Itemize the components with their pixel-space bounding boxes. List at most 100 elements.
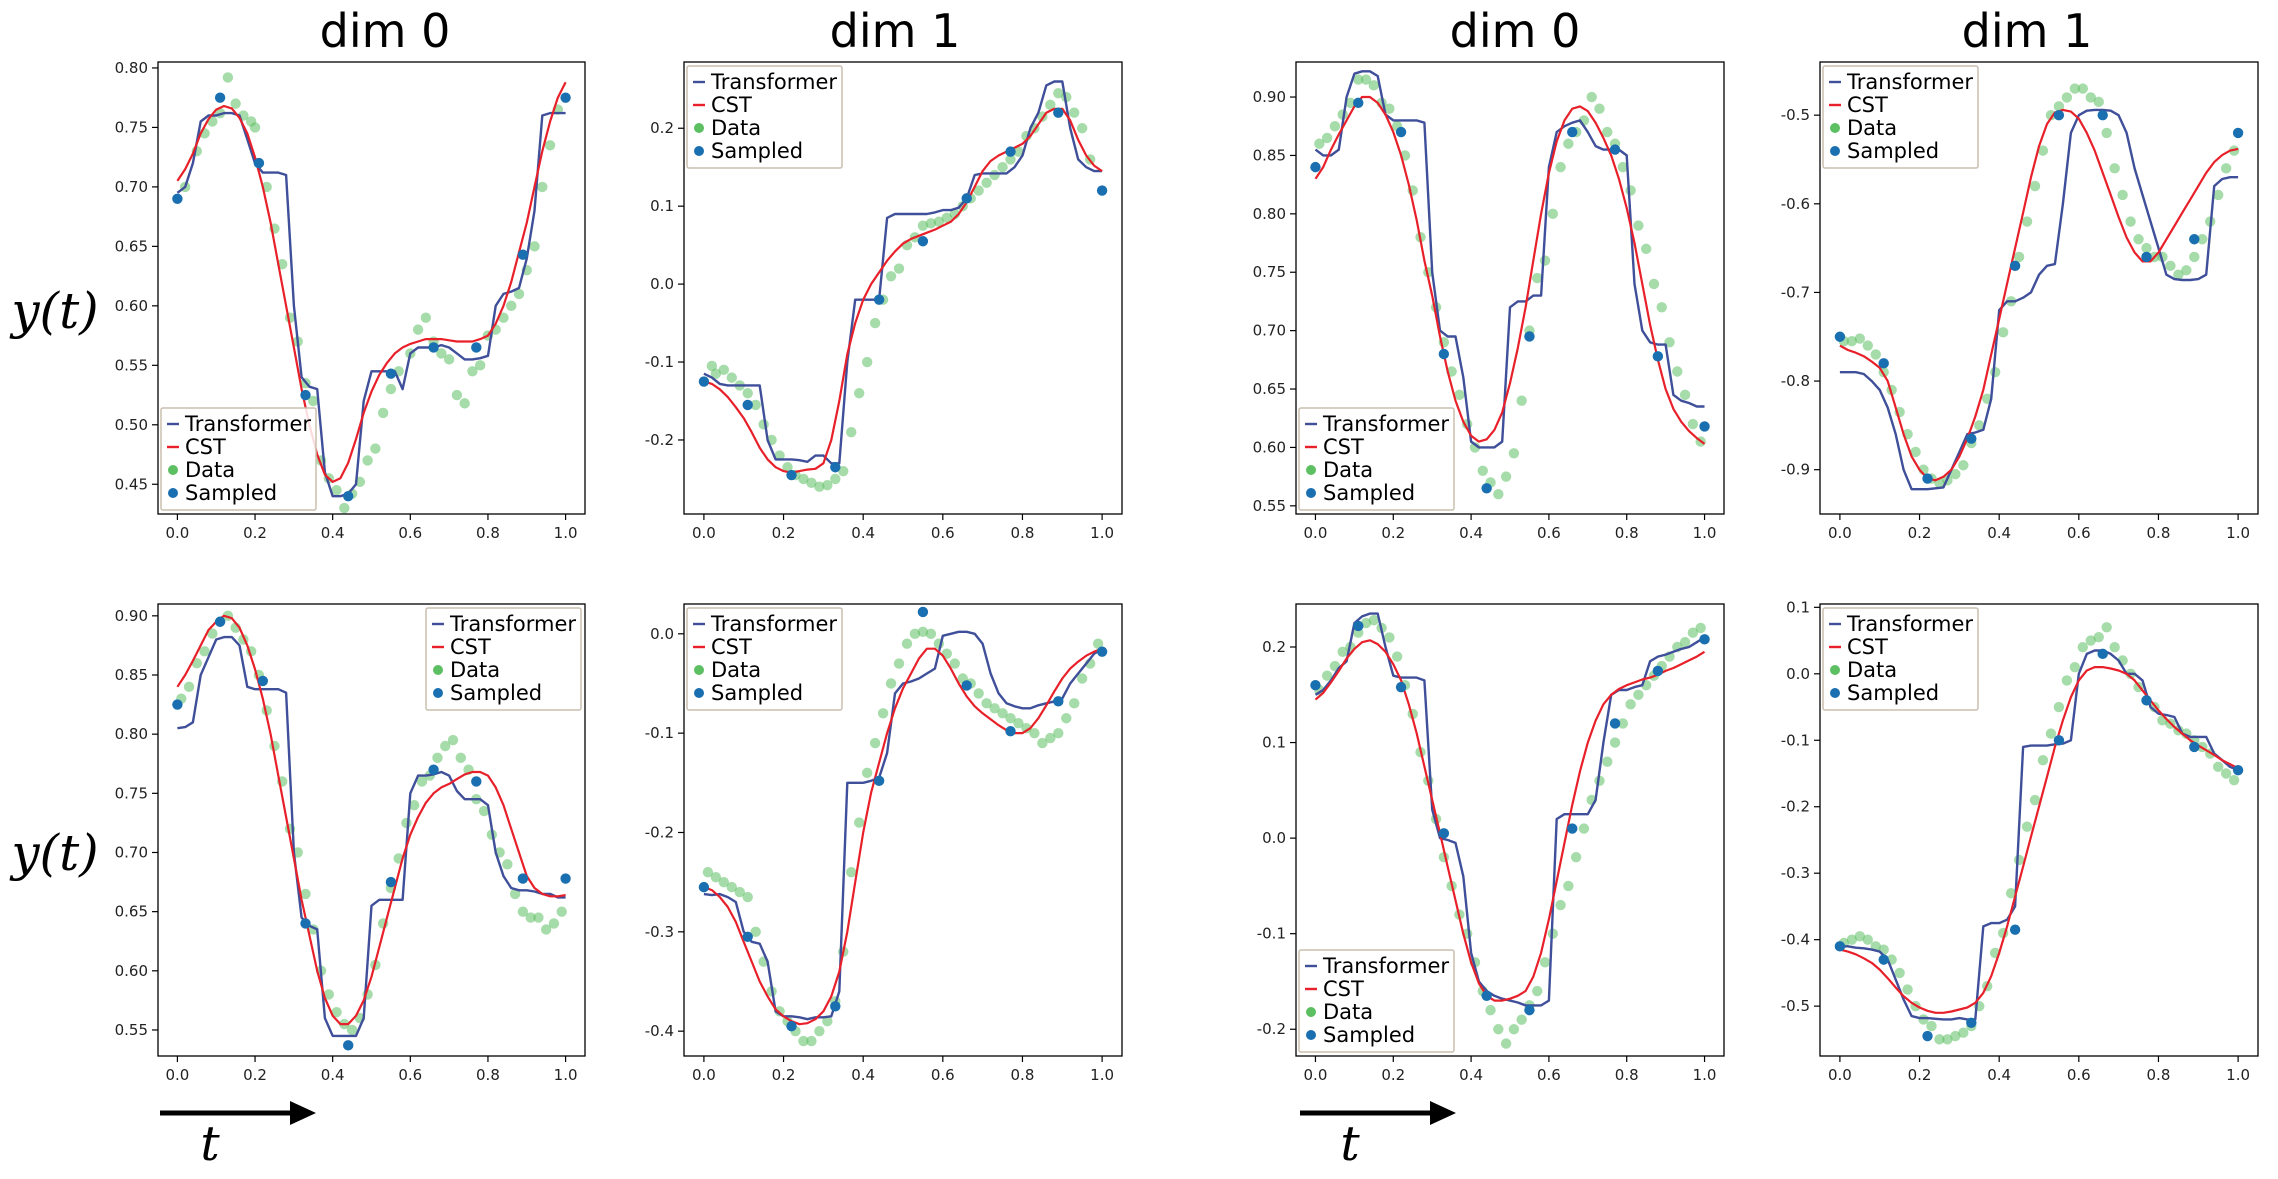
sampled-point (2141, 695, 2152, 706)
data-point (1578, 823, 1590, 834)
data-point (1958, 1027, 1969, 1038)
x-tick-label: 0.4 (851, 1066, 875, 1084)
y-tick-label: 0.55 (115, 1021, 148, 1039)
x-tick-label: 0.6 (931, 524, 955, 542)
data-point (1345, 97, 1356, 109)
data-point (370, 443, 381, 454)
column-title-dim0-right: dim 0 (1450, 4, 1581, 58)
data-point (989, 703, 1000, 714)
legend-box (1298, 949, 1455, 1053)
data-point (861, 767, 873, 779)
sampled-point (698, 881, 710, 893)
data-point (901, 638, 913, 649)
x-tick-label: 0.2 (1908, 524, 1932, 542)
legend-label: CST (1847, 635, 1888, 659)
sampled-point (2097, 109, 2108, 121)
data-point (750, 926, 761, 938)
data-point (869, 737, 881, 749)
x-tick-label: 0.4 (1987, 524, 2011, 542)
data-point (806, 477, 817, 489)
data-point (1069, 107, 1080, 118)
data-point (798, 473, 809, 485)
data-point (2125, 216, 2136, 227)
data-point (443, 354, 455, 365)
plot-area (1834, 83, 2244, 491)
x-tick-label: 0.4 (1987, 1066, 2011, 1084)
data-point (885, 678, 897, 689)
legend-label: Data (450, 658, 500, 682)
data-point (199, 646, 210, 657)
transformer-line (1839, 108, 2239, 491)
data-point (1454, 389, 1465, 401)
x-tick-label: 0.0 (692, 524, 716, 542)
y-tick-label: 0.80 (115, 59, 148, 77)
x-tick-label: 0.4 (851, 524, 875, 542)
sampled-point (873, 775, 885, 787)
data-point (941, 212, 952, 224)
data-point (362, 455, 373, 466)
data-point (1609, 737, 1621, 748)
data-point (1516, 395, 1527, 406)
legend-label: Data (1847, 116, 1897, 140)
legend-label: Data (1323, 1000, 1373, 1024)
data-point (230, 98, 241, 109)
sampled-point (1005, 725, 1016, 737)
sampled-point (1699, 421, 1710, 432)
data-point (1337, 646, 1348, 657)
data-point (814, 1025, 825, 1037)
sampled-point (385, 368, 397, 379)
x-tick-label: 0.4 (321, 1066, 345, 1084)
data-point (2173, 269, 2184, 280)
data-point (2053, 701, 2065, 713)
legend-sampled-swatch (168, 488, 178, 498)
data-point (1547, 208, 1559, 220)
sampled-point (786, 469, 797, 481)
axes-frame (157, 61, 586, 515)
x-tick-label: 0.2 (1908, 1066, 1932, 1084)
sampled-point (1652, 665, 1664, 677)
column-title-dim1-right: dim 1 (1962, 4, 2093, 58)
y-tick-label: 0.55 (1253, 497, 1286, 515)
data-point (838, 465, 849, 477)
x-tick-label: 0.2 (243, 524, 267, 542)
data-point (455, 752, 466, 764)
sampled-point (742, 931, 753, 942)
x-tick-label: 0.4 (321, 524, 345, 542)
data-point (540, 924, 552, 935)
y-tick-label: -0.9 (1781, 461, 1810, 479)
sampled-point (1310, 680, 1321, 691)
transformer-line (1839, 649, 2239, 1021)
x-tick-label: 1.0 (554, 1066, 578, 1084)
data-point (2085, 92, 2096, 103)
sampled-point (1096, 646, 1108, 657)
data-point (710, 871, 722, 883)
data-point (742, 891, 753, 903)
legend-label: Transformer (449, 612, 576, 636)
x-tick-label: 0.0 (165, 524, 189, 542)
column-title-dim0-left: dim 0 (320, 4, 451, 58)
legend-label: Sampled (185, 481, 277, 505)
data-point (2181, 265, 2192, 276)
data-point (556, 906, 567, 917)
data-point (1625, 185, 1636, 196)
data-point (830, 473, 841, 485)
y-tick-label: 0.90 (1253, 88, 1286, 106)
data-point (1555, 161, 1566, 173)
data-point (1021, 722, 1032, 734)
sampled-point (2141, 251, 2152, 263)
data-point (183, 681, 195, 693)
data-point (1687, 627, 1699, 638)
data-point (1053, 727, 1064, 739)
data-point (1640, 243, 1652, 255)
data-point (981, 698, 992, 709)
data-point (1053, 87, 1064, 99)
y-tick-label: 0.70 (115, 843, 148, 861)
data-point (2197, 234, 2208, 245)
x-tick-label: 0.6 (1537, 1066, 1561, 1084)
sampled-point (917, 236, 929, 247)
data-point (1625, 699, 1636, 710)
sampled-point (257, 675, 269, 687)
data-point (1563, 880, 1574, 892)
y-tick-label: -0.2 (1781, 798, 1810, 816)
